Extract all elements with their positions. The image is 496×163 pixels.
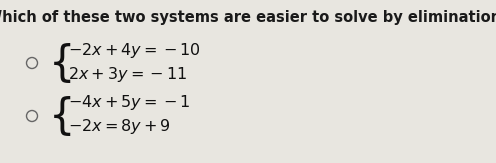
Text: $-2x = 8y + 9$: $-2x = 8y + 9$ [68, 118, 171, 136]
Text: $-2x + 4y = -10$: $-2x + 4y = -10$ [68, 40, 201, 59]
Text: Which of these two systems are easier to solve by elimination?: Which of these two systems are easier to… [0, 10, 496, 25]
Text: $\{$: $\{$ [48, 94, 71, 138]
Text: $-4x + 5y = -1$: $-4x + 5y = -1$ [68, 94, 190, 112]
Text: $\{$: $\{$ [48, 41, 71, 85]
Text: $2x + 3y = -11$: $2x + 3y = -11$ [68, 65, 187, 83]
